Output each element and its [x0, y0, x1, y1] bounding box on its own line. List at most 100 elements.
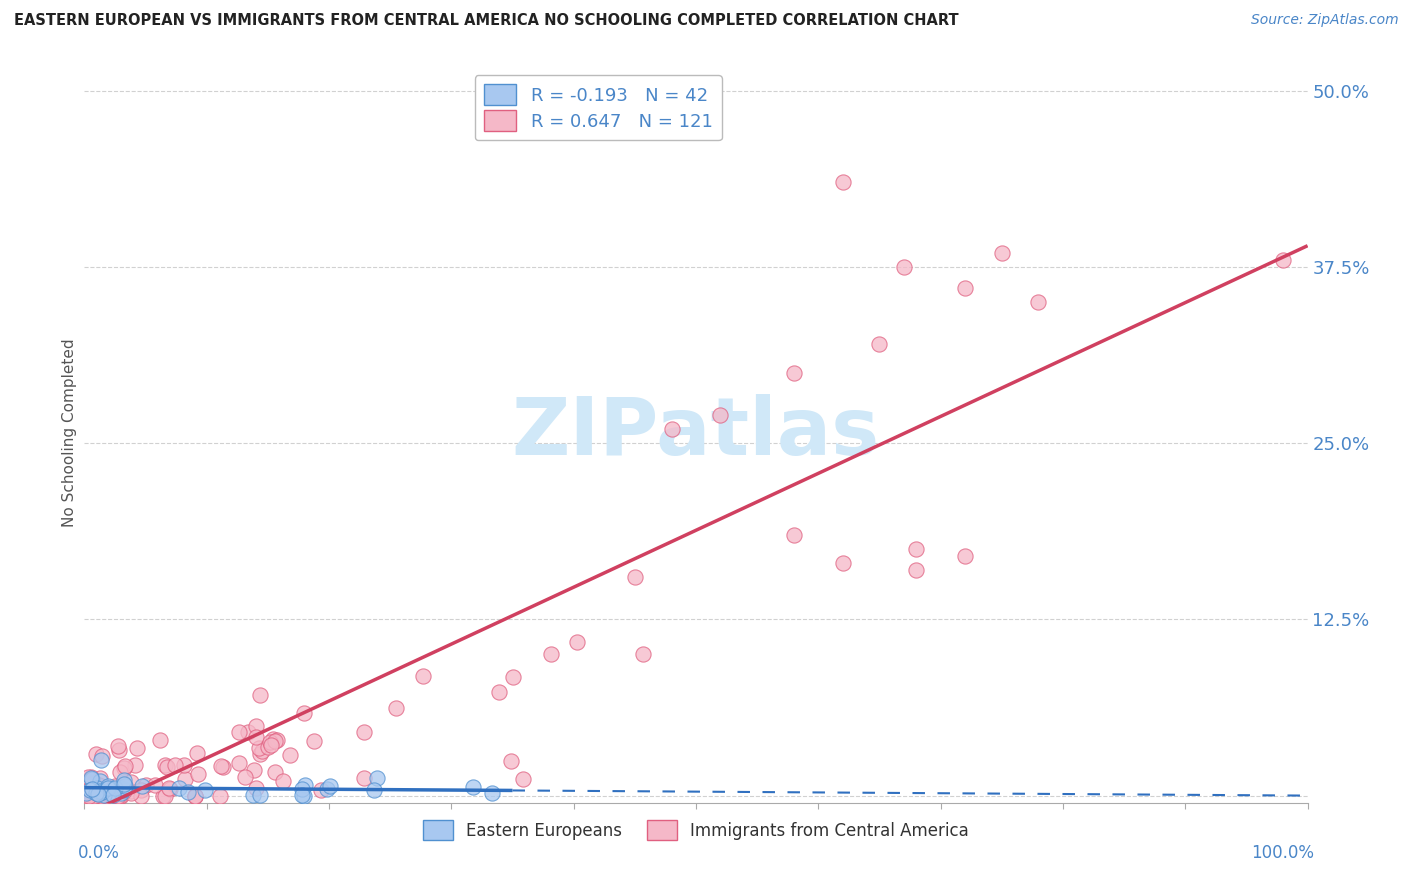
Point — [294, 778, 316, 792]
Point — [120, 784, 142, 798]
Point — [107, 739, 129, 754]
Point — [80, 770, 103, 784]
Point — [93, 788, 115, 802]
Point — [91, 789, 114, 803]
Point — [84, 786, 107, 800]
Point — [129, 783, 152, 797]
Point — [91, 748, 114, 763]
Point — [212, 760, 235, 774]
Point — [108, 780, 131, 795]
Point — [112, 782, 135, 797]
Point — [540, 647, 562, 661]
Point — [280, 747, 302, 762]
Point — [177, 785, 200, 799]
Point — [103, 788, 125, 802]
Point — [831, 175, 853, 189]
Point — [488, 685, 510, 699]
Point — [173, 758, 195, 772]
Point — [783, 366, 806, 380]
Point — [94, 789, 117, 803]
Point — [159, 782, 181, 797]
Point — [502, 670, 524, 684]
Point — [271, 774, 294, 789]
Point — [463, 780, 485, 794]
Point — [991, 245, 1014, 260]
Point — [661, 422, 683, 436]
Point — [353, 772, 375, 786]
Point — [79, 771, 101, 785]
Point — [163, 757, 186, 772]
Point — [384, 700, 406, 714]
Point — [94, 789, 117, 803]
Point — [94, 789, 117, 803]
Point — [624, 570, 647, 584]
Point — [631, 647, 654, 661]
Point — [1272, 252, 1295, 267]
Point — [131, 780, 153, 794]
Point — [186, 746, 208, 760]
Point — [245, 719, 267, 733]
Point — [953, 549, 976, 563]
Point — [156, 760, 179, 774]
Point — [77, 771, 100, 785]
Point — [153, 789, 176, 803]
Point — [110, 786, 132, 800]
Point — [114, 779, 136, 793]
Point — [174, 772, 197, 786]
Point — [291, 782, 314, 797]
Point — [112, 761, 135, 775]
Text: EASTERN EUROPEAN VS IMMIGRANTS FROM CENTRAL AMERICA NO SCHOOLING COMPLETED CORRE: EASTERN EUROPEAN VS IMMIGRANTS FROM CENT… — [14, 13, 959, 29]
Point — [184, 789, 207, 803]
Point — [831, 556, 853, 570]
Point — [124, 758, 146, 772]
Point — [228, 756, 250, 770]
Point — [183, 789, 205, 803]
Point — [75, 789, 97, 803]
Point — [84, 747, 107, 761]
Point — [97, 781, 120, 796]
Point — [91, 785, 114, 799]
Text: ZIPatlas: ZIPatlas — [512, 393, 880, 472]
Point — [125, 740, 148, 755]
Point — [86, 780, 108, 795]
Point — [236, 724, 259, 739]
Point — [292, 706, 315, 721]
Point — [266, 732, 288, 747]
Point — [259, 734, 281, 748]
Point — [263, 734, 285, 748]
Point — [112, 783, 135, 797]
Point — [309, 783, 332, 797]
Point — [242, 789, 264, 803]
Point — [152, 789, 174, 803]
Point — [893, 260, 915, 274]
Point — [104, 781, 127, 796]
Point — [905, 563, 928, 577]
Point — [953, 281, 976, 295]
Text: 100.0%: 100.0% — [1251, 844, 1313, 862]
Point — [80, 789, 103, 803]
Point — [91, 783, 114, 797]
Point — [110, 764, 132, 779]
Point — [318, 780, 340, 794]
Point — [83, 776, 105, 790]
Point — [90, 789, 112, 803]
Point — [709, 408, 731, 422]
Point — [108, 789, 131, 803]
Point — [135, 778, 157, 792]
Point — [82, 772, 104, 786]
Point — [249, 688, 271, 702]
Point — [512, 772, 534, 787]
Point — [264, 765, 287, 780]
Point — [83, 789, 105, 803]
Point — [1028, 295, 1050, 310]
Point — [187, 767, 209, 781]
Y-axis label: No Schooling Completed: No Schooling Completed — [62, 338, 77, 527]
Point — [79, 782, 101, 797]
Text: 0.0%: 0.0% — [79, 844, 120, 862]
Point — [112, 777, 135, 791]
Point — [112, 773, 135, 788]
Point — [86, 780, 108, 795]
Point — [499, 754, 522, 768]
Point — [75, 784, 97, 798]
Point — [149, 732, 172, 747]
